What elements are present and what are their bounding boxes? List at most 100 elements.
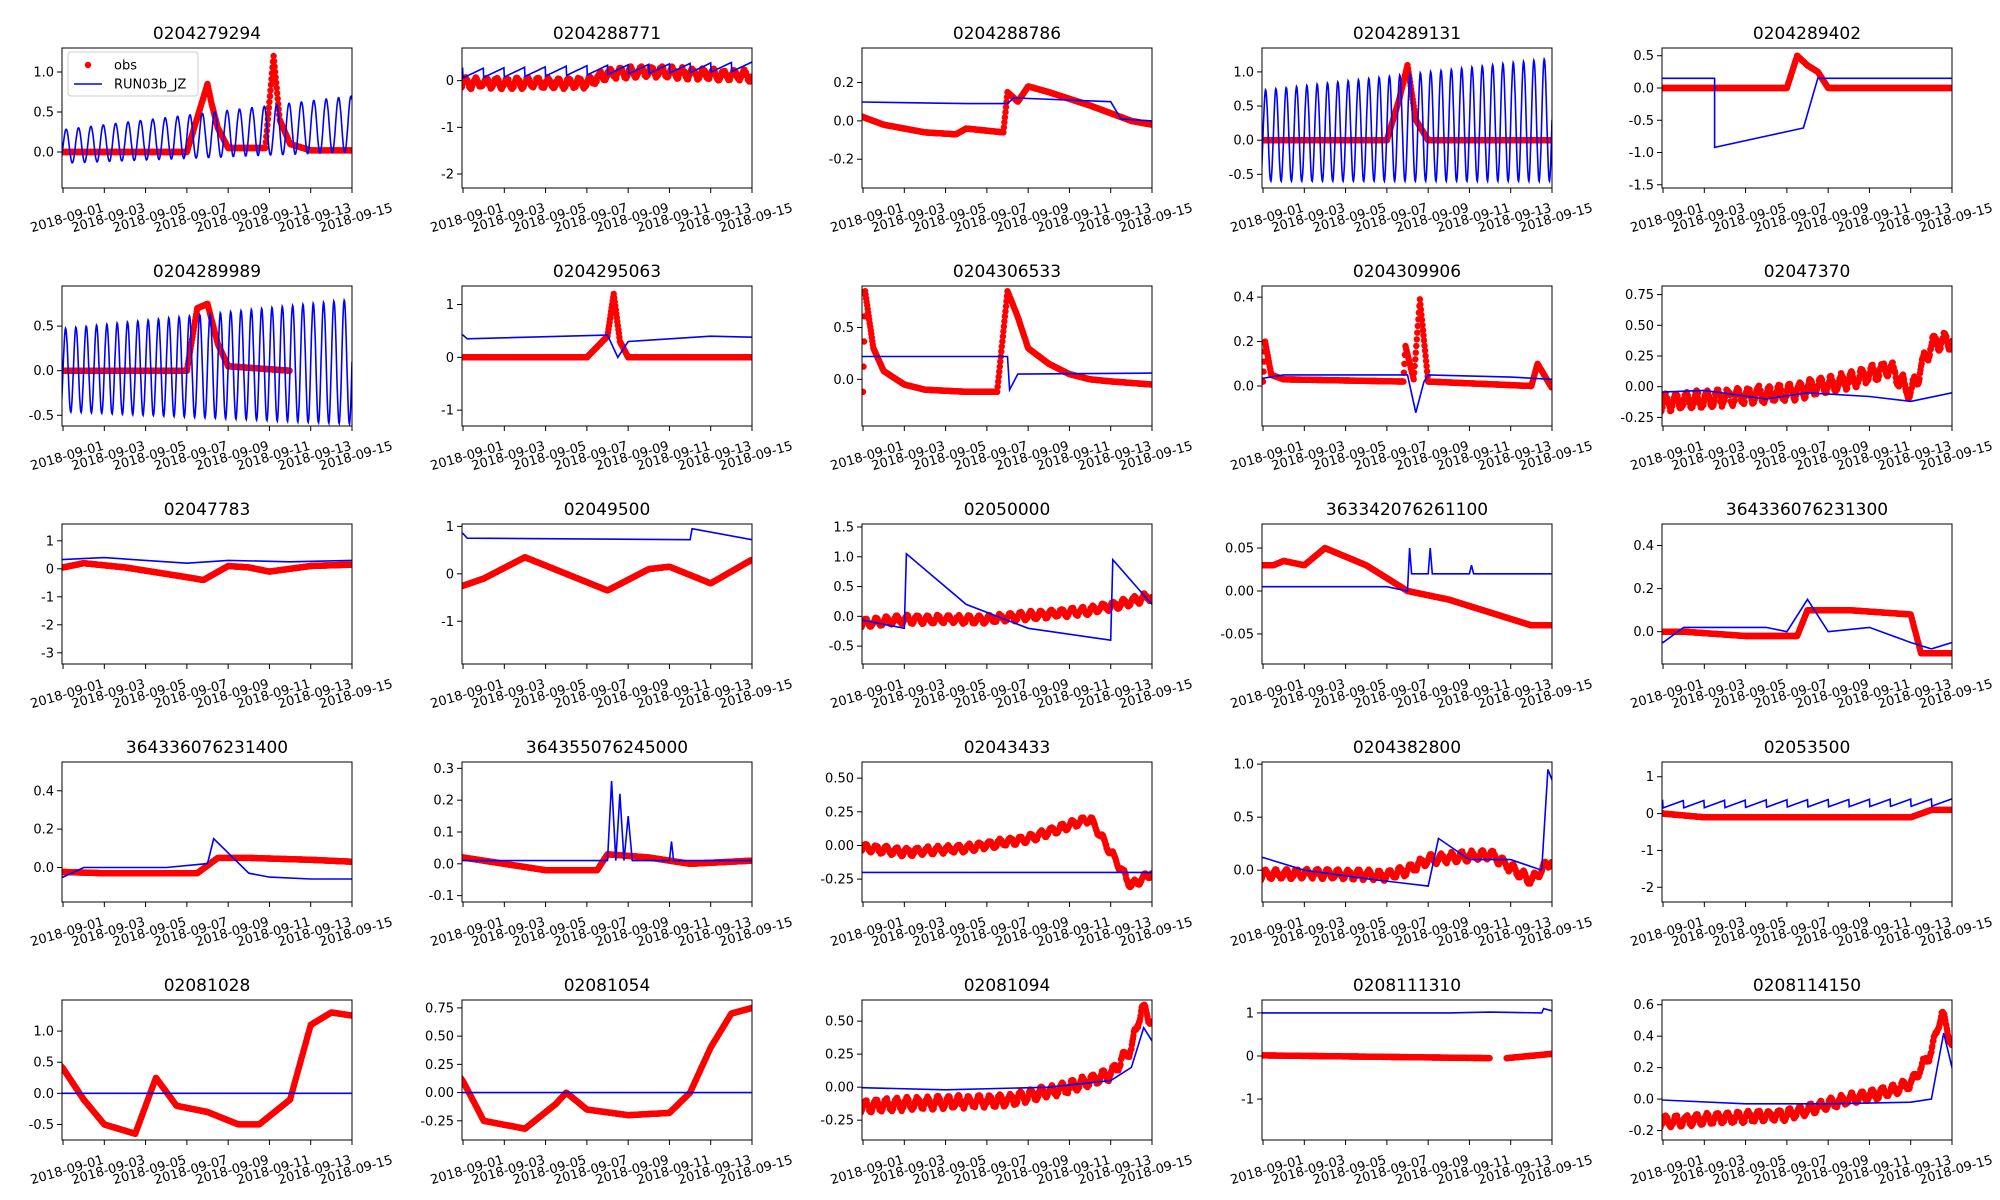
y-tick-label: 0.5 bbox=[1633, 49, 1654, 64]
model-line bbox=[62, 297, 352, 426]
plot-area bbox=[839, 288, 1152, 395]
legend-label-model: RUN03b_JZ bbox=[114, 78, 186, 93]
obs-point bbox=[845, 389, 851, 395]
obs-point bbox=[842, 389, 848, 395]
obs-point bbox=[267, 87, 274, 94]
series-obs bbox=[839, 288, 1152, 395]
subplot-0204288786: 0204288786-0.20.00.22018-09-012018-09-03… bbox=[829, 24, 1195, 236]
obs-point bbox=[453, 77, 459, 83]
subplot-0204289131: 0204289131-0.50.00.51.02018-09-012018-09… bbox=[1229, 24, 1595, 236]
obs-point bbox=[272, 79, 280, 86]
y-tick-label: -0.2 bbox=[829, 153, 854, 168]
plot-area bbox=[1262, 56, 1552, 185]
obs-point bbox=[839, 389, 845, 395]
obs-point bbox=[274, 95, 281, 102]
obs-point bbox=[850, 389, 856, 395]
obs-point bbox=[843, 108, 849, 114]
legend-box bbox=[67, 51, 199, 97]
y-tick-label: 0 bbox=[446, 351, 454, 366]
obs-point bbox=[462, 85, 463, 88]
y-tick-label: 1.0 bbox=[33, 66, 54, 81]
obs-point bbox=[1001, 114, 1009, 121]
obs-point bbox=[455, 82, 461, 88]
obs-point bbox=[272, 74, 279, 81]
obs-point bbox=[842, 107, 848, 113]
y-tick-label: 0.0 bbox=[33, 364, 54, 379]
obs-point bbox=[439, 354, 445, 360]
series-obs bbox=[1662, 52, 1952, 92]
axes-frame bbox=[861, 47, 1153, 189]
obs-point bbox=[843, 389, 849, 395]
subplot-0204295063: 0204295063-1012018-09-012018-09-032018-0… bbox=[429, 262, 795, 474]
series-RUN03b_JZ bbox=[1262, 56, 1552, 185]
subplot-0204309906: 02043099060.00.20.42018-09-012018-09-032… bbox=[1229, 262, 1595, 474]
obs-point bbox=[854, 112, 860, 118]
model-line bbox=[1262, 56, 1552, 185]
series-RUN03b_JZ bbox=[862, 97, 1152, 122]
obs-point bbox=[1948, 84, 1952, 92]
subplot-title: 0204309906 bbox=[1353, 262, 1461, 282]
subplot-0204289402: 0204289402-1.5-1.0-0.50.00.52018-09-0120… bbox=[1629, 24, 1995, 236]
obs-point bbox=[846, 389, 852, 395]
series-RUN03b_JZ bbox=[62, 297, 352, 426]
obs-point bbox=[748, 354, 752, 361]
y-tick-label: -1 bbox=[441, 404, 454, 419]
obs-point bbox=[271, 63, 278, 70]
plot-area bbox=[1662, 52, 1952, 149]
y-tick-label: 0.0 bbox=[833, 373, 854, 388]
obs-point bbox=[1255, 378, 1261, 384]
model-line bbox=[462, 61, 752, 80]
obs-point bbox=[1000, 124, 1008, 131]
obs-point bbox=[842, 107, 848, 113]
obs-point bbox=[862, 391, 863, 393]
subplot-title: 0204289989 bbox=[153, 262, 261, 282]
subplot-title: 0204279294 bbox=[153, 24, 261, 44]
obs-point bbox=[843, 389, 849, 395]
obs-point bbox=[841, 107, 847, 113]
y-tick-label: -1.5 bbox=[1629, 178, 1654, 193]
obs-point bbox=[1002, 109, 1009, 116]
obs-point bbox=[1262, 368, 1267, 375]
obs-point bbox=[844, 389, 850, 395]
axes-frame bbox=[1261, 47, 1553, 189]
obs-point bbox=[846, 389, 852, 395]
obs-point bbox=[266, 93, 274, 100]
obs-point bbox=[862, 388, 867, 395]
y-tick-label: 0 bbox=[446, 74, 454, 89]
obs-point bbox=[262, 144, 269, 152]
obs-point bbox=[862, 114, 863, 117]
series-RUN03b_JZ bbox=[62, 95, 352, 164]
axes-frame bbox=[61, 285, 353, 427]
legend-label-obs: obs bbox=[114, 59, 137, 74]
obs-point bbox=[855, 112, 861, 118]
obs-point bbox=[270, 58, 278, 65]
obs-point bbox=[273, 84, 280, 92]
plot-area bbox=[453, 61, 752, 93]
obs-point bbox=[267, 81, 275, 88]
y-tick-label: 0.5 bbox=[1233, 100, 1254, 115]
obs-point bbox=[266, 98, 273, 106]
obs-point bbox=[1255, 378, 1261, 384]
obs-point bbox=[1002, 104, 1010, 111]
legend-obs-marker bbox=[84, 61, 92, 69]
y-tick-label: 0.0 bbox=[1633, 82, 1654, 97]
y-tick-label: -1 bbox=[441, 121, 454, 136]
series-RUN03b_JZ bbox=[462, 334, 752, 359]
obs-point bbox=[855, 112, 861, 118]
subplot-0204279294: 02042792940.00.51.02018-09-012018-09-032… bbox=[29, 24, 395, 236]
obs-point bbox=[853, 389, 859, 395]
axes-frame bbox=[1661, 47, 1953, 189]
y-tick-label: -1.0 bbox=[1629, 146, 1654, 161]
obs-point bbox=[855, 389, 861, 395]
subplot-0204288771: 0204288771-2-102018-09-012018-09-032018-… bbox=[429, 24, 795, 236]
obs-point bbox=[271, 68, 279, 76]
subplot-title: 0204289131 bbox=[1353, 24, 1461, 44]
obs-point bbox=[839, 106, 845, 112]
y-tick-label: 0.0 bbox=[1233, 134, 1254, 149]
y-tick-label: 1.0 bbox=[1233, 65, 1254, 80]
y-tick-label: -0.5 bbox=[29, 409, 54, 424]
y-tick-label: -2 bbox=[441, 168, 454, 183]
axes-frame bbox=[461, 285, 753, 427]
obs-point bbox=[844, 389, 850, 395]
